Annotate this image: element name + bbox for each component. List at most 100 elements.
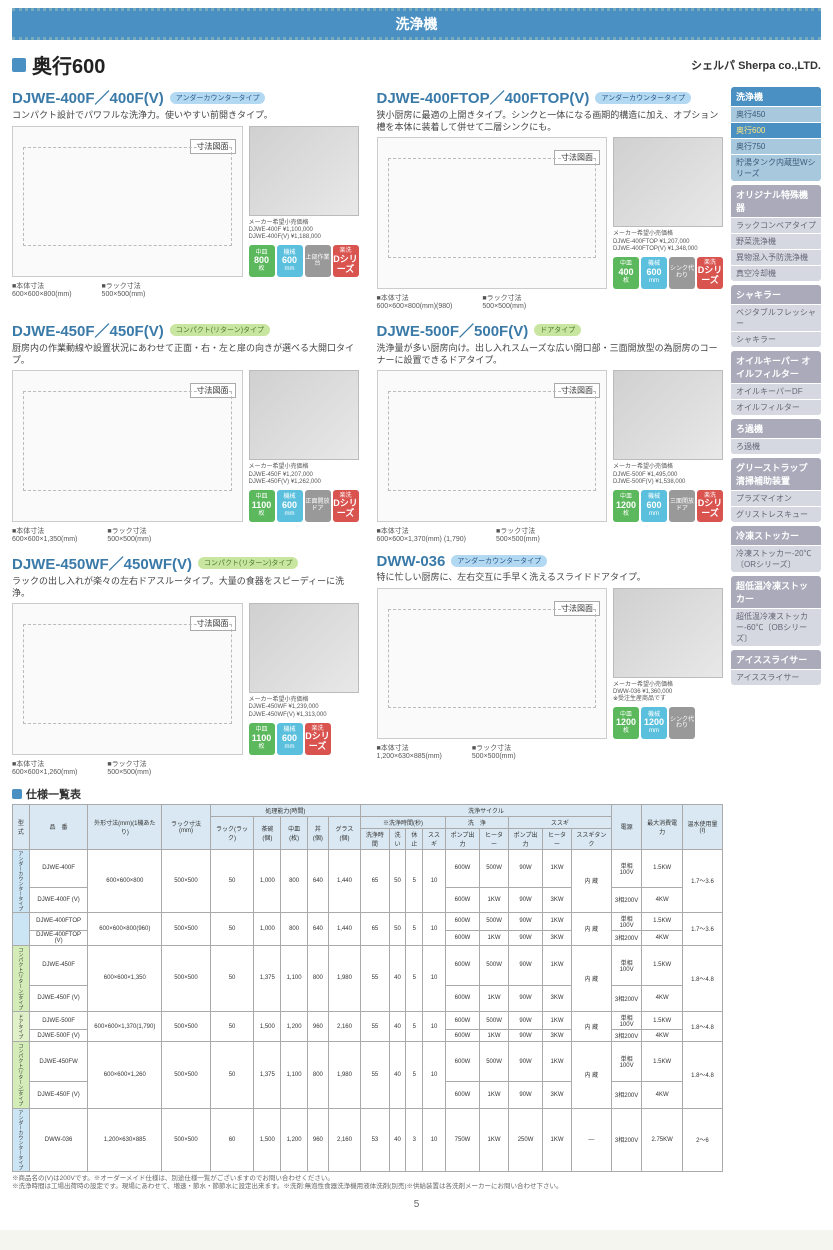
product-description: 洗浄量が多い厨房向け。出し入れスムーズな広い開口部・三面開放型の為厨房のコーナー… [377,343,724,366]
sidebar-item[interactable]: 真空冷却機 [731,265,821,281]
product-photo [249,370,359,460]
dimensions-row: ■本体寸法600×600×1,350(mm) ■ラック寸法500×500(mm) [12,526,359,543]
top-banner: 洗浄機 [12,8,821,40]
product-model: DJWE-450WF／450WF(V) [12,553,192,574]
sidebar-item[interactable]: 奥行750 [731,138,821,154]
feature-badge: 機械600mm [641,490,667,522]
feature-badge: 機械1200mm [641,707,667,739]
company-logo: シェルパ Sherpa co.,LTD. [691,57,821,73]
spec-title-text: 仕様一覧表 [26,786,81,802]
dimension-diagram: 寸法図面 [12,370,243,522]
sidebar-item[interactable]: ろ過機 [731,438,821,454]
sidebar-heading: 超低温冷凍ストッカー [731,576,821,608]
sidebar-item[interactable]: 異物混入予防洗浄機 [731,249,821,265]
sidebar-item[interactable]: プラズマイオン [731,490,821,506]
sidebar-heading: グリーストラップ清掃補助装置 [731,458,821,490]
model-cell: DJWE-400F (V) [29,887,87,912]
sidebar-item[interactable]: ベジタブルフレッシャー [731,304,821,331]
dimensions-row: ■本体寸法600×600×1,370(mm) (1,790) ■ラック寸法500… [377,526,724,543]
feature-badge: 機械600mm [277,490,303,522]
feature-badge: 中皿1200枚 [613,490,639,522]
feature-badge: 楽洗Dシリーズ [305,723,331,755]
sidebar-block: ろ過機ろ過機 [731,419,821,454]
feature-badge: 上部作業台 [305,245,331,277]
feature-badge: シンク代わり [669,707,695,739]
category-cell: アンダーカウンタータイプ [13,1108,30,1171]
dimension-diagram: 寸法図面 [377,370,608,522]
product-photo [249,603,359,693]
product-model: DJWE-450F／450F(V) [12,320,164,341]
sidebar-item[interactable]: 野菜洗浄機 [731,233,821,249]
model-cell: DJWE-450FW [29,1042,87,1082]
sidebar-item[interactable]: オイルキーパーDF [731,383,821,399]
sidebar-item[interactable]: ラックコンベアタイプ [731,217,821,233]
price-info: メーカー希望小売価格DJWE-400F ¥1,100,000DJWE-400F(… [249,220,359,242]
sidebar-block: オリジナル特殊機器ラックコンベアタイプ野菜洗浄機異物混入予防洗浄機真空冷却機 [731,185,821,281]
model-cell: DJWE-400FTOP (V) [29,930,87,945]
product-photo [613,588,723,678]
feature-badge: 中皿1100枚 [249,723,275,755]
price-info: メーカー希望小売価格DJWE-450F ¥1,207,000DJWE-450F(… [249,464,359,486]
sidebar-heading: オイルキーパー オイルフィルター [731,351,821,383]
category-cell: ドアタイプ [13,1012,30,1042]
feature-badge: 中皿800枚 [249,245,275,277]
product-card: DJWE-400FTOP／400FTOP(V) アンダーカウンタータイプ 狭小厨… [377,87,724,310]
price-info: メーカー希望小売価格DJWE-500F ¥1,495,000DJWE-500F(… [613,464,723,486]
sidebar-item[interactable]: 奥行450 [731,106,821,122]
sidebar-block: 超低温冷凍ストッカー超低温冷凍ストッカー-60℃〔OBシリーズ〕 [731,576,821,646]
product-type-tag: アンダーカウンタータイプ [595,92,691,104]
product-type-tag: アンダーカウンタータイプ [170,92,266,104]
product-model: DJWE-400F／400F(V) [12,87,164,108]
product-card: DWW-036 アンダーカウンタータイプ 特に忙しい厨房に、左右交互に手早く洗え… [377,553,724,776]
price-info: メーカー希望小売価格DJWE-400FTOP ¥1,207,000DJWE-40… [613,231,723,253]
product-description: 特に忙しい厨房に、左右交互に手早く洗えるスライドドアタイプ。 [377,572,724,584]
sidebar-heading: シャキラー [731,285,821,304]
model-cell: DJWE-450F (V) [29,1081,87,1108]
product-description: コンパクト設計でパワフルな洗浄力。使いやすい前開きタイプ。 [12,110,359,122]
category-cell: アンダーカウンタータイプ [13,849,30,912]
product-card: DJWE-500F／500F(V) ドアタイプ 洗浄量が多い厨房向け。出し入れス… [377,320,724,543]
sidebar-heading: アイススライサー [731,650,821,669]
product-description: ラックの出し入れが楽々の左右ドアスルータイプ。大量の食器をスピーディーに洗浄。 [12,576,359,599]
sidebar-heading: 洗浄機 [731,87,821,106]
sidebar-block: オイルキーパー オイルフィルターオイルキーパーDFオイルフィルター [731,351,821,415]
dimensions-row: ■本体寸法1,200×630×885(mm) ■ラック寸法500×500(mm) [377,743,724,760]
spec-table: 型式品 番 外形寸法(mm)(1機あたり)ラック寸法(mm) 処理能力(時間)洗… [12,804,723,1172]
product-photo [613,137,723,227]
feature-badge: 機械600mm [277,245,303,277]
square-icon [12,789,22,799]
product-type-tag: アンダーカウンタータイプ [451,555,547,567]
feature-badge: 正面開放ドア [305,490,331,522]
product-model: DWW-036 [377,553,446,570]
product-model: DJWE-500F／500F(V) [377,320,529,341]
price-info: メーカー希望小売価格DJWE-450WF ¥1,239,000DJWE-450W… [249,697,359,719]
sidebar-item[interactable]: オイルフィルター [731,399,821,415]
product-card: DJWE-450WF／450WF(V) コンパクト(リターン)タイプ ラックの出… [12,553,359,776]
dimension-diagram: 寸法図面 [12,126,243,278]
product-description: 狭小厨房に最適の上開きタイプ。シンクと一体になる画期的構造に加え、オプション槽を… [377,110,724,133]
sidebar-item[interactable]: 超低温冷凍ストッカー-60℃〔OBシリーズ〕 [731,608,821,646]
sidebar-item[interactable]: 冷凍ストッカー-20℃〔ORシリーズ〕 [731,545,821,572]
dimension-diagram: 寸法図面 [377,588,608,740]
sidebar-item[interactable]: アイススライサー [731,669,821,685]
sidebar-heading: 冷凍ストッカー [731,526,821,545]
product-photo [613,370,723,460]
model-cell: DJWE-400FTOP [29,912,87,930]
model-cell: DJWE-450F (V) [29,985,87,1012]
product-type-tag: ドアタイプ [534,324,581,336]
sidebar-heading: オリジナル特殊機器 [731,185,821,217]
sidebar-block: シャキラーベジタブルフレッシャーシャキラー [731,285,821,347]
sidebar-heading: ろ過機 [731,419,821,438]
product-type-tag: コンパクト(リターン)タイプ [198,557,298,569]
spec-title: 仕様一覧表 [12,786,723,802]
sidebar-item[interactable]: シャキラー [731,331,821,347]
sidebar-nav: 洗浄機奥行450奥行600奥行750貯湯タンク内蔵型Wシリーズオリジナル特殊機器… [731,87,821,1191]
sidebar-item[interactable]: 奥行600 [731,122,821,138]
square-icon [12,58,26,72]
model-cell: DWW-036 [29,1108,87,1171]
feature-badge: シンク代わり [669,257,695,289]
sidebar-item[interactable]: 貯湯タンク内蔵型Wシリーズ [731,154,821,181]
sidebar-item[interactable]: グリストレスキュー [731,506,821,522]
section-title: 奥行600 [12,50,105,79]
dimensions-row: ■本体寸法600×600×800(mm) ■ラック寸法500×500(mm) [12,281,359,298]
